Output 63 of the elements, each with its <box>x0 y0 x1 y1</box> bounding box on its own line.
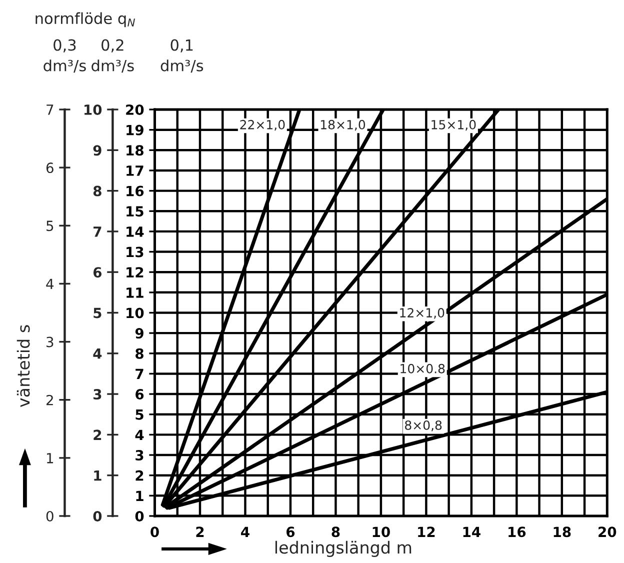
y2-tick-label: 0 <box>93 510 102 522</box>
y2-tick-label: 7 <box>94 226 102 237</box>
y2-tick-label: 9 <box>93 145 102 156</box>
series-label: 18×1,0 <box>320 120 366 131</box>
y-tick-label: 12 <box>126 267 144 278</box>
y-tick-label: 0 <box>135 510 144 522</box>
y-tick-label: 3 <box>136 450 144 460</box>
y-tick-label: 17 <box>126 166 144 176</box>
x-tick-label: 6 <box>286 526 295 538</box>
y-tick-label: 6 <box>136 389 144 400</box>
y-tick-label: 19 <box>126 124 144 136</box>
series-label: 12×1,0 <box>400 308 444 319</box>
x-tick-label: 12 <box>418 526 435 537</box>
y-tick-label: 5 <box>136 410 144 420</box>
chart-title: normflöde q$_{N}$ <box>36 12 135 28</box>
y-tick-label: 18 <box>126 145 144 156</box>
series-label: 10×0.8 <box>400 364 445 374</box>
y-tick-label: 14 <box>126 226 144 237</box>
y3-tick-label: 2 <box>46 394 53 406</box>
y2-tick-label: 4 <box>93 348 102 359</box>
x-tick-label: 16 <box>508 526 526 538</box>
y-tick-label: 7 <box>136 368 144 379</box>
y2-tick-label: 3 <box>94 389 102 400</box>
y3-tick-label: 0 <box>46 510 54 522</box>
x-tick-label: 0 <box>150 526 159 538</box>
y-tick-label: 9 <box>135 328 144 339</box>
y3-axis-title: 0,3 dm³/s <box>44 39 86 73</box>
y3-tick-label: 1 <box>46 453 54 464</box>
y-axis-title: 0,1 dm³/s <box>160 39 204 73</box>
x-tick-label: 18 <box>554 526 571 538</box>
x-tick-label: 8 <box>332 526 340 538</box>
y3-tick-label: 5 <box>46 220 54 232</box>
y2-axis-title: 0,2 dm³/s <box>92 39 134 73</box>
y3-tick-label: 4 <box>46 278 54 289</box>
series-label: 8×0,8 <box>405 420 442 432</box>
y-tick-label: 1 <box>136 490 144 501</box>
y2-tick-label: 6 <box>93 267 102 278</box>
y2-tick-label: 5 <box>94 308 102 318</box>
y-tick-label: 10 <box>126 308 144 318</box>
y3-tick-label: 6 <box>46 162 54 174</box>
y3-tick-label: 3 <box>46 336 54 348</box>
y-tick-label: 15 <box>126 206 144 217</box>
x-tick-label: 4 <box>241 526 250 537</box>
series-label: 22×1,0 <box>240 120 285 131</box>
x-tick-label: 10 <box>372 526 390 538</box>
y-tick-label: 2 <box>136 470 144 481</box>
y2-tick-label: 1 <box>94 470 102 481</box>
x-tick-label: 14 <box>463 526 480 537</box>
x-tick-label: 2 <box>196 526 204 537</box>
y2-tick-label: 8 <box>93 186 102 196</box>
y-tick-label: 11 <box>126 288 144 298</box>
x-axis-title: ledningslängd m <box>275 540 412 557</box>
y2-tick-label: 2 <box>94 430 102 440</box>
y3-tick-label: 7 <box>46 104 54 115</box>
y-tick-label: 4 <box>135 430 144 440</box>
y2-tick-label: 10 <box>84 104 102 115</box>
y-tick-label: 16 <box>126 186 144 196</box>
x-tick-label: 20 <box>598 526 616 538</box>
series-label: 15×1,0 <box>432 120 476 131</box>
text: väntetid s <box>16 325 30 408</box>
y-tick-label: 8 <box>136 348 144 359</box>
y-tick-label: 20 <box>126 104 144 115</box>
y-tick-label: 13 <box>126 246 144 258</box>
